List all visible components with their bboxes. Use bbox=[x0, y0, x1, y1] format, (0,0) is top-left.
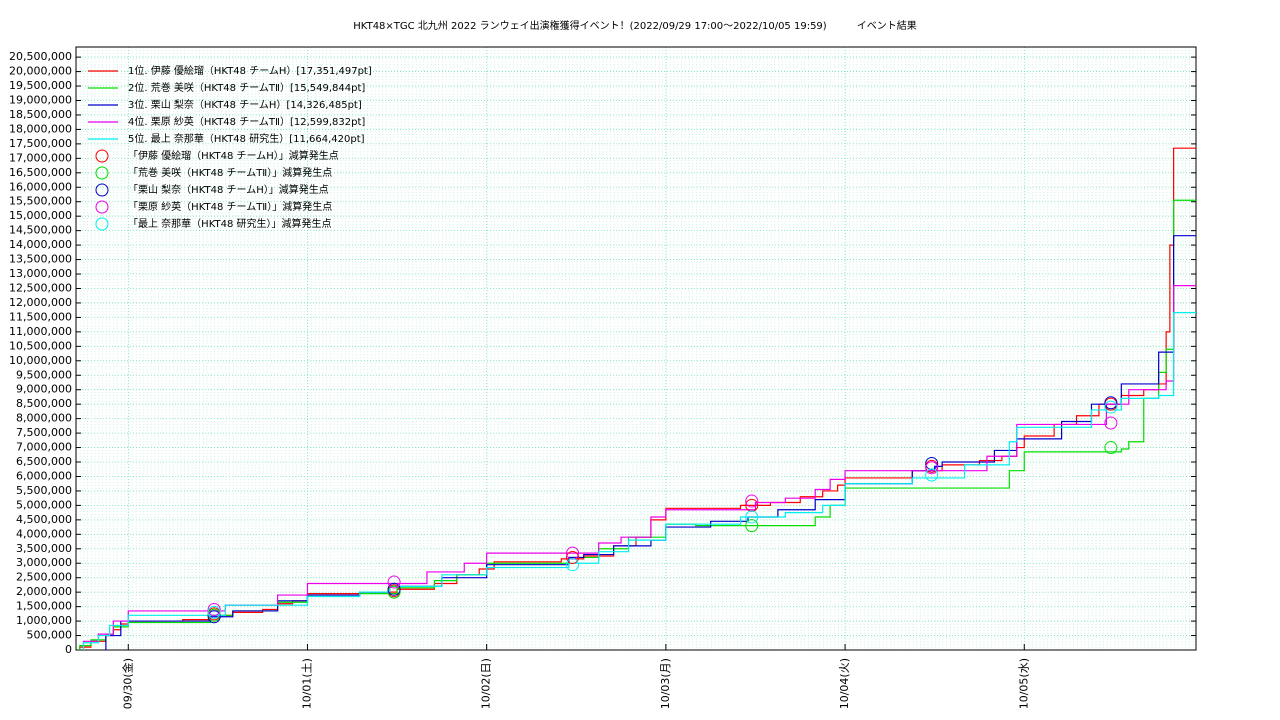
x-tick-label: 10/02(日) bbox=[480, 658, 493, 709]
y-tick-label: 18,000,000 bbox=[9, 122, 72, 135]
drop-point bbox=[745, 494, 759, 508]
y-tick-label: 8,500,000 bbox=[16, 397, 72, 410]
drop-point bbox=[1104, 400, 1118, 414]
y-tick-label: 13,000,000 bbox=[9, 267, 72, 280]
y-tick-label: 17,500,000 bbox=[9, 137, 72, 150]
y-tick-label: 15,500,000 bbox=[9, 195, 72, 208]
y-tick-label: 2,000,000 bbox=[16, 585, 72, 598]
y-tick-label: 5,000,000 bbox=[16, 498, 72, 511]
legend-label: 4位. 栗原 紗英（HKT48 チームTⅡ）[12,599,832pt] bbox=[128, 115, 365, 128]
y-tick-label: 3,500,000 bbox=[16, 542, 72, 555]
y-tick-label: 20,500,000 bbox=[9, 50, 72, 63]
series-line bbox=[105, 235, 1196, 650]
y-tick-label: 20,000,000 bbox=[9, 65, 72, 78]
y-tick-label: 18,500,000 bbox=[9, 108, 72, 121]
y-tick-label: 12,500,000 bbox=[9, 281, 72, 294]
y-tick-label: 8,000,000 bbox=[16, 412, 72, 425]
drop-point bbox=[745, 510, 759, 524]
x-tick-label: 10/01(土) bbox=[300, 658, 313, 709]
drop-point bbox=[745, 519, 759, 533]
legend-swatch bbox=[95, 166, 109, 180]
y-tick-label: 1,500,000 bbox=[16, 600, 72, 613]
legend-swatch bbox=[95, 183, 109, 197]
series-line bbox=[82, 312, 1196, 650]
legend-swatch bbox=[95, 200, 109, 214]
y-tick-label: 7,500,000 bbox=[16, 426, 72, 439]
y-tick-label: 0 bbox=[65, 643, 72, 656]
y-tick-label: 9,000,000 bbox=[16, 383, 72, 396]
legend-label: 2位. 荒巻 美咲（HKT48 チームTⅡ）[15,549,844pt] bbox=[128, 81, 365, 94]
drop-point bbox=[387, 585, 401, 599]
legend-label: 「最上 奈那華（HKT48 研究生）」減算発生点 bbox=[128, 217, 332, 230]
y-tick-label: 10,500,000 bbox=[9, 339, 72, 352]
drop-point bbox=[566, 550, 580, 564]
y-tick-label: 6,500,000 bbox=[16, 455, 72, 468]
y-tick-label: 7,000,000 bbox=[16, 441, 72, 454]
y-tick-label: 13,500,000 bbox=[9, 253, 72, 266]
x-tick-label: 09/30(金) bbox=[120, 658, 134, 709]
minor-grid bbox=[76, 47, 1196, 650]
chart-title: HKT48×TGC 北九州 2022 ランウェイ出演権獲得イベント！(2022/… bbox=[353, 19, 916, 32]
drop-point bbox=[925, 461, 939, 475]
y-tick-label: 19,500,000 bbox=[9, 79, 72, 92]
y-tick-label: 4,500,000 bbox=[16, 513, 72, 526]
drop-point bbox=[1104, 396, 1118, 410]
y-tick-label: 17,000,000 bbox=[9, 151, 72, 164]
drop-point bbox=[566, 558, 580, 572]
drop-point bbox=[925, 468, 939, 482]
x-tick-label: 10/03(月) bbox=[659, 658, 672, 709]
drop-point bbox=[1104, 441, 1118, 455]
y-tick-label: 5,500,000 bbox=[16, 484, 72, 497]
y-tick-label: 500,000 bbox=[27, 629, 73, 642]
x-tick-label: 10/04(火) bbox=[838, 658, 851, 709]
y-tick-label: 19,000,000 bbox=[9, 94, 72, 107]
y-tick-label: 16,500,000 bbox=[9, 166, 72, 179]
y-tick-label: 14,000,000 bbox=[9, 238, 72, 251]
drop-point bbox=[207, 605, 221, 619]
legend-swatch bbox=[95, 149, 109, 163]
drop-point bbox=[207, 610, 221, 624]
y-tick-label: 9,500,000 bbox=[16, 368, 72, 381]
legend-label: 「栗原 紗英（HKT48 チームTⅡ）」減算発生点 bbox=[128, 200, 332, 213]
y-tick-label: 12,000,000 bbox=[9, 296, 72, 309]
y-tick-label: 2,500,000 bbox=[16, 571, 72, 584]
y-tick-label: 16,000,000 bbox=[9, 180, 72, 193]
legend-label: 3位. 栗山 梨奈（HKT48 チームH）[14,326,485pt] bbox=[128, 98, 362, 111]
drop-point bbox=[387, 582, 401, 596]
y-tick-label: 15,000,000 bbox=[9, 209, 72, 222]
y-tick-label: 6,000,000 bbox=[16, 469, 72, 482]
y-tick-label: 4,000,000 bbox=[16, 527, 72, 540]
legend-label: 「栗山 梨奈（HKT48 チームH）」減算発生点 bbox=[128, 183, 329, 196]
plot-frame bbox=[75, 46, 1197, 651]
drop-point bbox=[387, 575, 401, 589]
legend-label: 1位. 伊藤 優絵瑠（HKT48 チームH）[17,351,497pt] bbox=[128, 64, 372, 77]
y-tick-label: 11,000,000 bbox=[9, 325, 72, 338]
legend-swatch bbox=[95, 217, 109, 231]
drop-point bbox=[207, 603, 221, 617]
legend-label: 「荒巻 美咲（HKT48 チームTⅡ）」減算発生点 bbox=[128, 166, 332, 179]
x-tick-label: 10/05(水) bbox=[1017, 658, 1030, 709]
drop-point bbox=[1104, 416, 1118, 430]
y-tick-label: 11,500,000 bbox=[9, 310, 72, 323]
legend-label: 5位. 最上 奈那華（HKT48 研究生）[11,664,420pt] bbox=[128, 132, 365, 145]
y-tick-label: 1,000,000 bbox=[16, 614, 72, 627]
y-tick-label: 14,500,000 bbox=[9, 224, 72, 237]
legend-label: 「伊藤 優絵瑠（HKT48 チームH）」減算発生点 bbox=[128, 149, 339, 162]
y-tick-label: 3,000,000 bbox=[16, 556, 72, 569]
y-tick-label: 10,000,000 bbox=[9, 354, 72, 367]
